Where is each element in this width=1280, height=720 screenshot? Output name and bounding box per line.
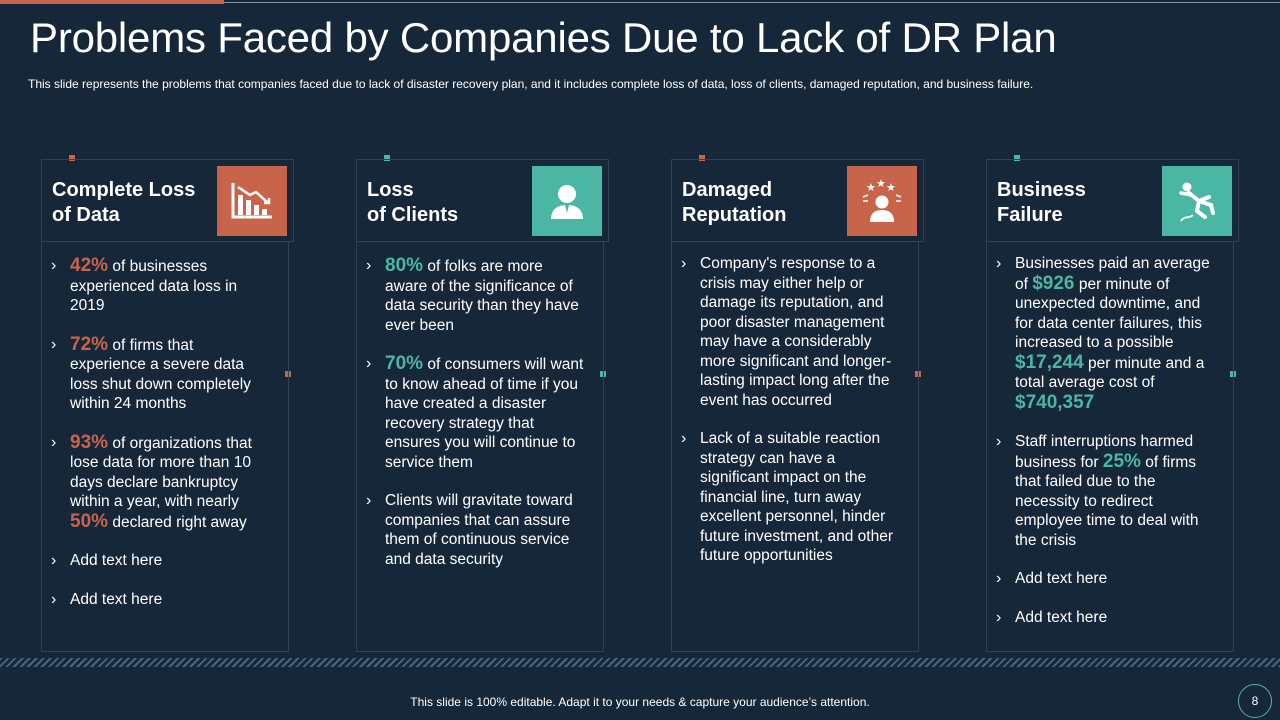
accent-marker — [384, 155, 390, 161]
slide-title: Problems Faced by Companies Due to Lack … — [30, 14, 1057, 61]
bullet-text: of consumers will want to know ahead of … — [385, 356, 584, 471]
column-title: Business Failure — [997, 179, 1086, 226]
bullet-text: Clients will gravitate toward companies … — [385, 492, 573, 568]
bullet-list: 80% of folks are more aware of the signi… — [357, 242, 603, 569]
bullet-item: 80% of folks are more aware of the signi… — [366, 255, 591, 335]
bullet-text: of firms that experience a severe data l… — [70, 336, 251, 413]
column-title: Damaged Reputation — [682, 179, 787, 226]
bullet-list: Businesses paid an average of $926 per m… — [987, 242, 1233, 627]
bullet-item: Lack of a suitable reaction strategy can… — [681, 429, 906, 566]
bullet-text: Staff interruptions harmed business for — [1015, 433, 1194, 471]
bullet-text: per minute of unexpected downtime, and f… — [1015, 275, 1202, 352]
column-body: Company's response to a crisis may eithe… — [671, 242, 919, 652]
bullet-item: Add text here — [51, 590, 276, 610]
bullet-list: 42% of businesses experienced data loss … — [42, 242, 288, 609]
person-icon — [532, 166, 602, 236]
stat-highlight: $926 — [1032, 272, 1075, 294]
column-title: Complete Loss of Data — [52, 179, 196, 226]
stat-highlight: 72% — [70, 333, 109, 355]
accent-marker — [699, 155, 705, 161]
falling-person-icon — [1162, 166, 1232, 236]
stat-highlight: 93% — [70, 431, 109, 453]
svg-text:★: ★ — [876, 179, 886, 190]
stat-highlight: 80% — [385, 255, 424, 276]
bullet-list: Company's response to a crisis may eithe… — [672, 242, 918, 566]
bullet-text: Add text here — [1015, 570, 1108, 587]
bullet-item: Businesses paid an average of $926 per m… — [996, 254, 1221, 413]
column-header: Damaged Reputation ★ ★ ★ — [671, 159, 924, 242]
bullet-item: 42% of businesses experienced data loss … — [51, 255, 276, 316]
bullet-item: Add text here — [996, 608, 1221, 628]
bullet-item: Clients will gravitate toward companies … — [366, 491, 591, 569]
bullet-item: 70% of consumers will want to know ahead… — [366, 353, 591, 472]
column-header: Complete Loss of Data — [41, 159, 294, 242]
bullet-text: of firms that failed due to the necessit… — [1015, 453, 1199, 549]
column-body: 42% of businesses experienced data loss … — [41, 242, 289, 652]
bullet-item: Staff interruptions harmed business for … — [996, 432, 1221, 550]
bullet-text: Add text here — [70, 552, 163, 569]
bullet-item: Company's response to a crisis may eithe… — [681, 254, 906, 410]
column-body: 80% of folks are more aware of the signi… — [356, 242, 604, 652]
bullet-text: per minute and a total average cost of — [1015, 354, 1205, 392]
column-header: Loss of Clients — [356, 159, 609, 242]
hatched-divider — [0, 658, 1280, 667]
slide-subtitle: This slide represents the problems that … — [28, 77, 1034, 91]
stat-highlight: $17,244 — [1015, 351, 1084, 373]
bullet-item: 93% of organizations that lose data for … — [51, 431, 276, 533]
top-rule — [224, 2, 1280, 3]
column-loss-of-clients: Loss of Clients 80% of folks are more aw… — [356, 155, 611, 655]
page-number: 8 — [1238, 684, 1272, 718]
bullet-text: Add text here — [1015, 608, 1108, 626]
column-damaged-reputation: Damaged Reputation ★ ★ ★ Company's respo… — [671, 155, 926, 655]
column-title: Loss of Clients — [367, 179, 459, 226]
accent-marker — [1014, 155, 1020, 161]
column-complete-loss-of-data: Complete Loss of Data 42% of businesses … — [41, 155, 296, 655]
bullet-item: 72% of firms that experience a severe da… — [51, 333, 276, 414]
column-business-failure: Business Failure Businesses paid an aver… — [986, 155, 1241, 655]
bullet-text: of folks are more aware of the significa… — [385, 258, 579, 334]
stat-highlight: 70% — [385, 353, 424, 374]
column-header: Business Failure — [986, 159, 1239, 242]
bullet-item: Add text here — [996, 569, 1221, 589]
top-accent-bar — [0, 0, 224, 4]
footer-note: This slide is 100% editable. Adapt it to… — [410, 695, 870, 709]
bullet-text: Businesses paid an average of — [1015, 255, 1210, 293]
bullet-text: Lack of a suitable reaction strategy can… — [700, 430, 894, 564]
stat-highlight: 42% — [70, 255, 109, 276]
declining-chart-icon — [217, 166, 287, 236]
person-with-stars-icon: ★ ★ ★ — [847, 166, 917, 236]
bullet-text: of organizations that lose data for more… — [70, 434, 252, 511]
stat-highlight: 50% — [70, 510, 109, 532]
bullet-text: Add text here — [70, 590, 163, 608]
bullet-text: declared right away — [108, 513, 247, 531]
svg-text:★: ★ — [886, 181, 896, 194]
bullet-text: Company's response to a crisis may eithe… — [700, 255, 892, 409]
accent-marker — [69, 155, 75, 161]
column-body: Businesses paid an average of $926 per m… — [986, 242, 1234, 652]
stat-highlight: 25% — [1102, 450, 1141, 472]
bullet-text: of businesses experienced data loss in 2… — [70, 258, 238, 314]
svg-text:★: ★ — [866, 181, 876, 194]
bullet-item: Add text here — [51, 551, 276, 571]
stat-highlight: $740,357 — [1015, 391, 1095, 413]
